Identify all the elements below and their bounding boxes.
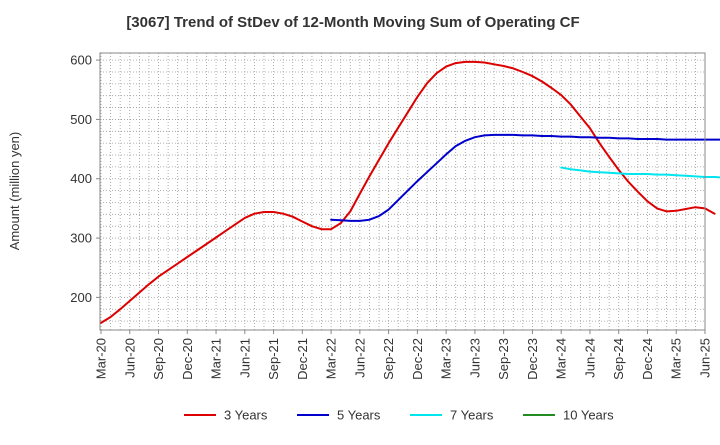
x-tick-label: Sep-24 <box>611 338 626 380</box>
series-line-3-years <box>100 60 716 324</box>
x-tick-label: Mar-21 <box>209 338 224 379</box>
x-tick-label: Jun-20 <box>122 338 137 378</box>
x-tick-label: Sep-23 <box>496 338 511 380</box>
x-tick-label: Mar-24 <box>554 338 569 379</box>
series-layer <box>100 60 720 324</box>
x-tick-label: Dec-23 <box>525 338 540 380</box>
legend: 3 Years 5 Years 7 Years 10 Years <box>184 408 614 423</box>
x-tick-label: Jun-21 <box>237 338 252 378</box>
y-axis-label: Amount (million yen) <box>7 132 22 251</box>
legend-item-5-years: 5 Years <box>297 408 381 423</box>
x-tick-label: Jun-22 <box>352 338 367 378</box>
legend-label: 10 Years <box>563 408 614 423</box>
plot-frame <box>99 52 706 331</box>
y-tick-label: 500 <box>70 112 92 127</box>
legend-item-10-years: 10 Years <box>523 408 614 423</box>
legend-label: 5 Years <box>337 408 381 423</box>
y-tick-label: 600 <box>70 53 92 68</box>
x-tick-label: Dec-20 <box>180 338 195 380</box>
x-tick-label: Sep-22 <box>381 338 396 380</box>
chart-title: [3067] Trend of StDev of 12-Month Moving… <box>126 14 579 31</box>
x-tick-labels: Mar-20 Jun-20 Sep-20 Dec-20 Mar-21 Jun-21 Sep-… <box>94 330 713 380</box>
x-tick-label: Mar-25 <box>669 338 684 379</box>
legend-item-3-years: 3 Years <box>184 408 268 423</box>
x-tick-label: Sep-20 <box>151 338 166 380</box>
series-line-7-years <box>560 166 720 179</box>
legend-label: 7 Years <box>450 408 494 423</box>
x-tick-label: Dec-24 <box>640 338 655 380</box>
x-tick-label: Jun-23 <box>467 338 482 378</box>
x-tick-label: Mar-20 <box>94 338 109 379</box>
x-tick-label: Dec-22 <box>410 338 425 380</box>
x-tick-label: Mar-23 <box>439 338 454 379</box>
y-tick-label: 200 <box>70 290 92 305</box>
y-tick-label: 400 <box>70 171 92 186</box>
x-tick-label: Dec-21 <box>295 338 310 380</box>
series-line-5-years <box>330 133 720 222</box>
grid-layer <box>100 53 706 330</box>
x-tick-label: Mar-22 <box>324 338 339 379</box>
y-tick-labels: 200 300 400 500 600 <box>70 53 100 305</box>
legend-item-7-years: 7 Years <box>410 408 494 423</box>
x-tick-label: Sep-21 <box>266 338 281 380</box>
legend-label: 3 Years <box>224 408 268 423</box>
y-tick-label: 300 <box>70 231 92 246</box>
x-tick-label: Jun-25 <box>698 338 713 378</box>
x-tick-label: Jun-24 <box>582 338 597 378</box>
